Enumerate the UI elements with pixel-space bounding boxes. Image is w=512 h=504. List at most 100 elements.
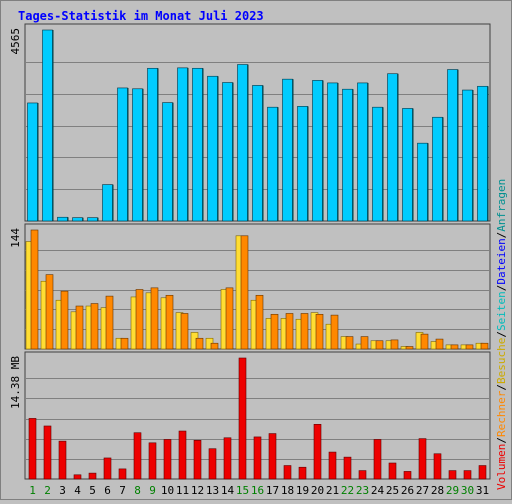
bar-dateien — [192, 67, 203, 222]
bar-besuche — [285, 313, 294, 350]
chart-title: Tages-Statistik im Monat Juli 2023 — [18, 9, 264, 23]
bar-besuche — [270, 313, 279, 350]
bar-dateien — [27, 102, 38, 222]
legend-separator: / — [495, 331, 508, 338]
bar-dateien — [477, 85, 488, 222]
day-label: 23 — [356, 484, 369, 497]
bar-besuche — [315, 313, 324, 350]
axis-max-label: 4565 — [9, 28, 22, 55]
bar-dateien — [327, 82, 338, 222]
bar-dateien — [312, 80, 323, 222]
bar-besuche — [30, 229, 39, 350]
bar-besuche — [60, 290, 69, 350]
bar-besuche — [480, 342, 489, 350]
day-label: 2 — [44, 484, 51, 497]
day-label: 12 — [191, 484, 204, 497]
day-label: 26 — [401, 484, 414, 497]
bar-dateien — [387, 73, 398, 222]
day-label: 14 — [221, 484, 235, 497]
day-label: 10 — [161, 484, 174, 497]
bar-besuche — [345, 336, 354, 350]
bar-besuche — [390, 339, 399, 350]
legend-item-seiten: Seiten — [495, 291, 508, 331]
day-label: 29 — [446, 484, 459, 497]
bar-volumen — [463, 470, 472, 480]
x-axis-day-labels: 1 2 3 4 5 6 7 8 9 10 11 12 13 14 15 16 17 18 19 20 21 22 23 24 2… — [29, 484, 489, 497]
bar-volumen — [403, 471, 412, 480]
bar-dateien — [372, 106, 383, 222]
bar-dateien — [162, 102, 173, 222]
bar-besuche — [420, 333, 429, 350]
day-label: 24 — [371, 484, 385, 497]
bar-dateien — [357, 82, 368, 222]
bar-besuche — [90, 303, 99, 350]
bar-dateien — [282, 78, 293, 222]
bar-besuche — [450, 344, 459, 350]
day-label: 30 — [461, 484, 474, 497]
bar-besuche — [405, 346, 414, 350]
bar-dateien — [432, 116, 443, 222]
day-label: 1 — [29, 484, 36, 497]
bar-volumen — [448, 470, 457, 480]
bar-volumen — [373, 439, 382, 480]
bar-volumen — [478, 465, 487, 480]
legend: Volumen/Rechner/Besuche/Seiten/Dateien/A… — [495, 179, 508, 490]
bar-volumen — [193, 439, 202, 480]
bar-dateien — [267, 106, 278, 222]
day-label: 6 — [104, 484, 111, 497]
day-label: 19 — [296, 484, 309, 497]
bar-besuche — [240, 235, 249, 350]
day-label: 21 — [326, 484, 339, 497]
legend-item-volumen: Volumen — [495, 444, 508, 490]
bar-volumen — [238, 357, 247, 480]
day-label: 5 — [89, 484, 96, 497]
bar-volumen — [388, 462, 397, 480]
bar-besuche — [135, 289, 144, 350]
panel-top: 4565 — [9, 23, 491, 222]
bar-volumen — [343, 456, 352, 480]
bar-besuche — [165, 294, 174, 350]
bar-besuche — [75, 305, 84, 350]
bar-volumen — [253, 436, 262, 480]
day-label: 28 — [431, 484, 444, 497]
day-label: 16 — [251, 484, 264, 497]
bar-besuche — [180, 313, 189, 350]
legend-item-besuche: Besuche — [495, 338, 508, 384]
day-label: 3 — [59, 484, 66, 497]
axis-max-label: 144 — [9, 228, 22, 248]
day-label: 20 — [311, 484, 324, 497]
bar-volumen — [358, 470, 367, 480]
legend-separator: / — [495, 437, 508, 444]
day-label: 9 — [149, 484, 156, 497]
bar-dateien — [87, 217, 98, 222]
bar-dateien — [297, 106, 308, 222]
bar-volumen — [178, 430, 187, 480]
bar-volumen — [28, 418, 37, 480]
bar-besuche — [210, 342, 219, 350]
legend-separator: / — [495, 285, 508, 292]
bar-volumen — [433, 453, 442, 480]
legend-item-anfragen: Anfragen — [495, 179, 508, 232]
legend-item-dateien: Dateien — [495, 238, 508, 284]
bar-besuche — [120, 337, 129, 350]
bar-dateien — [237, 64, 248, 222]
bar-besuche — [105, 295, 114, 350]
day-label: 22 — [341, 484, 354, 497]
bar-besuche — [465, 344, 474, 350]
bar-volumen — [58, 440, 67, 480]
axis-max-label: 14.38 MB — [9, 356, 22, 409]
bar-dateien — [462, 89, 473, 222]
day-label: 4 — [74, 484, 81, 497]
bar-besuche — [255, 294, 264, 350]
bar-dateien — [102, 184, 113, 222]
day-label: 13 — [206, 484, 219, 497]
bar-dateien — [177, 67, 188, 222]
bar-volumen — [118, 468, 127, 480]
bar-volumen — [298, 466, 307, 480]
panel-middle: 144 — [9, 223, 491, 350]
bar-besuche — [150, 287, 159, 350]
bar-dateien — [132, 88, 143, 222]
legend-separator: / — [495, 384, 508, 391]
bar-dateien — [402, 108, 413, 222]
